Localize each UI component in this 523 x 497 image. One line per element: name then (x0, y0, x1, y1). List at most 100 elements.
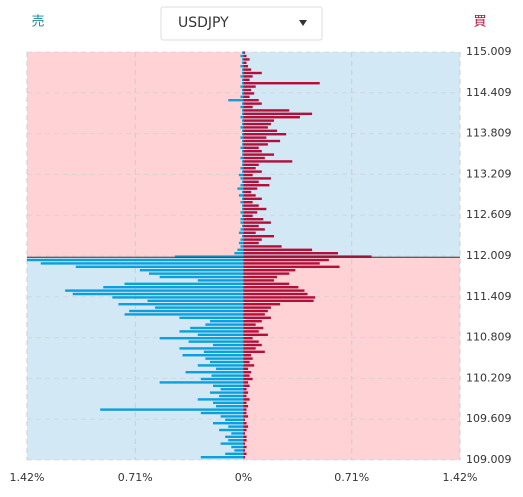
buy-bar (243, 65, 249, 68)
sell-bar (155, 306, 244, 309)
buy-bar (243, 303, 281, 306)
buy-bar (243, 418, 246, 422)
buy-bar (243, 269, 296, 272)
sell-bar (234, 449, 244, 452)
sell-bar (190, 326, 244, 330)
buy-bar (243, 197, 262, 201)
dropdown-arrow (299, 20, 307, 26)
buy-bar (243, 265, 340, 269)
pair-dropdown[interactable] (160, 6, 323, 41)
sell-bar (240, 75, 244, 78)
y-tick-label: 110.209 (466, 371, 512, 384)
sell-bar (240, 116, 244, 119)
sell-bar (231, 432, 244, 435)
sell-bar (112, 296, 244, 299)
buy-bar (243, 262, 320, 265)
sell-bar (240, 245, 244, 248)
buy-bar (243, 330, 259, 333)
sell-bar (188, 340, 244, 343)
buy-bar (243, 415, 249, 418)
buy-bar (243, 309, 268, 313)
sell-bar (240, 105, 244, 109)
buy-bar (243, 306, 271, 309)
sell-bar (240, 184, 244, 187)
sell-bar (219, 428, 244, 432)
buy-bar (243, 398, 250, 401)
sell-bar (185, 371, 244, 374)
sell-bar (241, 61, 244, 65)
sell-bar (240, 146, 244, 150)
pair-name: USDJPY (178, 15, 229, 31)
buy-bar (243, 343, 262, 347)
sell-bar (225, 452, 244, 456)
sell-bar (238, 241, 244, 245)
buy-bar (243, 126, 268, 129)
sell-bar (241, 214, 244, 218)
buy-bar (243, 422, 247, 425)
y-tick-label: 112.009 (466, 249, 512, 262)
buy-bar (243, 51, 246, 54)
buy-bar (243, 184, 270, 187)
buy-bar (243, 170, 262, 173)
sell-bar (241, 150, 244, 153)
buy-bar (243, 99, 259, 102)
y-tick-label: 115.009 (466, 45, 512, 58)
sell-bar (241, 119, 244, 122)
sell-bar (241, 129, 244, 133)
buy-bar (243, 235, 274, 238)
sell-bar (40, 262, 244, 265)
buy-bar (243, 102, 262, 105)
sell-bar (241, 78, 244, 82)
buy-bar (243, 411, 247, 415)
sell-bar (182, 354, 244, 357)
sell-bar (241, 68, 244, 71)
buy-label: 買 (473, 15, 486, 30)
buy-bar (243, 82, 320, 85)
sell-bar (240, 221, 244, 224)
buy-bar (243, 326, 264, 330)
sell-bar (179, 347, 244, 350)
buy-bar (243, 340, 259, 343)
buy-bar (243, 228, 265, 231)
sell-bar (241, 92, 244, 95)
sell-bar (159, 275, 244, 279)
buy-bar (243, 313, 265, 316)
sell-bar (197, 279, 244, 282)
sell-bar (205, 357, 244, 360)
buy-bar (243, 439, 247, 442)
sell-bar (238, 194, 244, 197)
buy-bar (243, 377, 253, 381)
buy-bar (243, 177, 271, 180)
buy-bar (243, 425, 249, 428)
buy-bar (243, 347, 256, 350)
buy-bar (243, 445, 247, 449)
buy-bar (243, 133, 287, 136)
buy-bar (243, 456, 246, 459)
buy-bar (243, 201, 253, 204)
buy-bar (243, 78, 250, 82)
sell-bar (240, 218, 244, 221)
sell-bar (213, 384, 244, 388)
sell-bar (241, 88, 244, 92)
sell-bar (200, 411, 244, 415)
buy-bar (243, 354, 252, 357)
sell-label: 売 (31, 14, 44, 30)
sell-bar (241, 82, 244, 85)
buy-bar (243, 394, 247, 398)
buy-bar (243, 61, 247, 65)
buy-bar (243, 296, 316, 299)
sell-bar (213, 401, 244, 405)
sell-bar (241, 71, 244, 75)
buy-bar (243, 88, 252, 92)
buy-bar (243, 129, 278, 133)
y-tick-label: 109.009 (466, 453, 512, 466)
sell-bar (197, 398, 244, 401)
sell-bar (241, 122, 244, 126)
buy-bar (243, 211, 258, 214)
sell-bar (241, 153, 244, 156)
sell-bar (179, 316, 244, 320)
buy-bar (243, 153, 274, 156)
buy-bar (243, 316, 271, 320)
buy-bar (243, 71, 262, 75)
sell-bar (241, 58, 244, 61)
